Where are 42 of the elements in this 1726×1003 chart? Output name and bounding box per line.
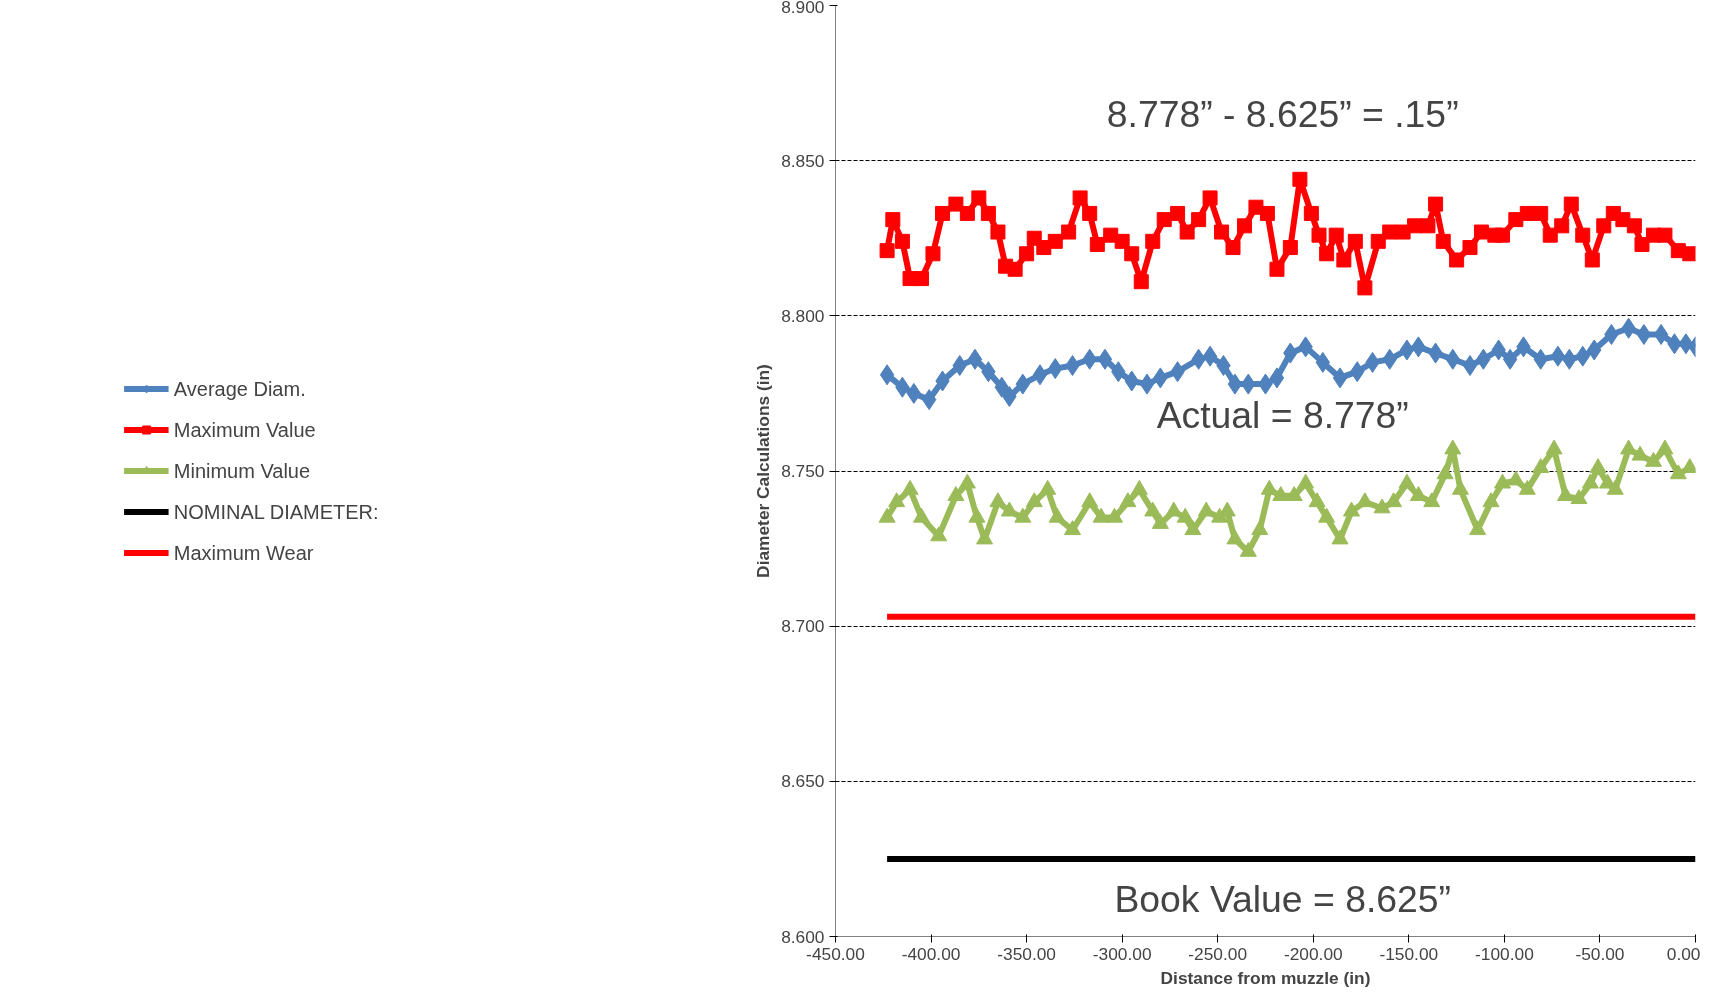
point	[1227, 373, 1243, 395]
legend-label: Maximum Value	[173, 418, 316, 441]
x-tick-label: -50.00	[1575, 943, 1625, 964]
point	[1399, 339, 1415, 361]
y-tick-label: 8.900	[781, 0, 825, 17]
point	[1032, 364, 1048, 386]
point	[1139, 373, 1155, 395]
point	[1462, 354, 1478, 376]
annotation: 8.778” - 8.625” = .15”	[1106, 93, 1459, 136]
point	[1653, 323, 1669, 345]
y-tick-label: 8.800	[781, 305, 825, 326]
legend-label: Maximum Wear	[173, 541, 314, 564]
y-tick-label: 8.650	[781, 771, 825, 792]
point	[921, 389, 937, 411]
x-tick-label: -250.00	[1188, 943, 1248, 964]
point	[1097, 348, 1113, 370]
legend-label: Average Diam.	[173, 377, 306, 400]
point	[1202, 345, 1218, 367]
x-tick-label: 0.00	[1666, 943, 1701, 964]
annotation: Book Value = 8.625”	[1114, 878, 1451, 921]
legend-label: NOMINAL DIAMETER:	[173, 500, 379, 523]
y-tick-label: 8.750	[781, 461, 825, 481]
x-tick-label: -350.00	[997, 943, 1057, 964]
x-tick-label: -100.00	[1475, 943, 1534, 964]
x-tick-label: -300.00	[1092, 943, 1152, 964]
annotation: Actual = 8.778”	[1156, 394, 1409, 437]
point	[1269, 367, 1285, 389]
x-tick-label: -400.00	[901, 943, 961, 964]
point	[906, 382, 922, 404]
y-tick-label: 8.850	[781, 150, 825, 171]
y-tick-label: 8.700	[781, 616, 825, 637]
point	[879, 364, 895, 386]
x-axis-title: Distance from muzzle (in)	[1160, 967, 1371, 988]
point	[1502, 348, 1518, 370]
legend-label: Minimum Value	[173, 459, 311, 482]
x-tick-label: -200.00	[1283, 943, 1343, 964]
point	[967, 348, 983, 370]
point	[1550, 345, 1566, 367]
point	[1332, 367, 1348, 389]
x-tick-label: -150.00	[1379, 943, 1439, 964]
point	[1636, 323, 1652, 345]
y-axis-title: Diameter Calculations (in)	[753, 364, 774, 578]
